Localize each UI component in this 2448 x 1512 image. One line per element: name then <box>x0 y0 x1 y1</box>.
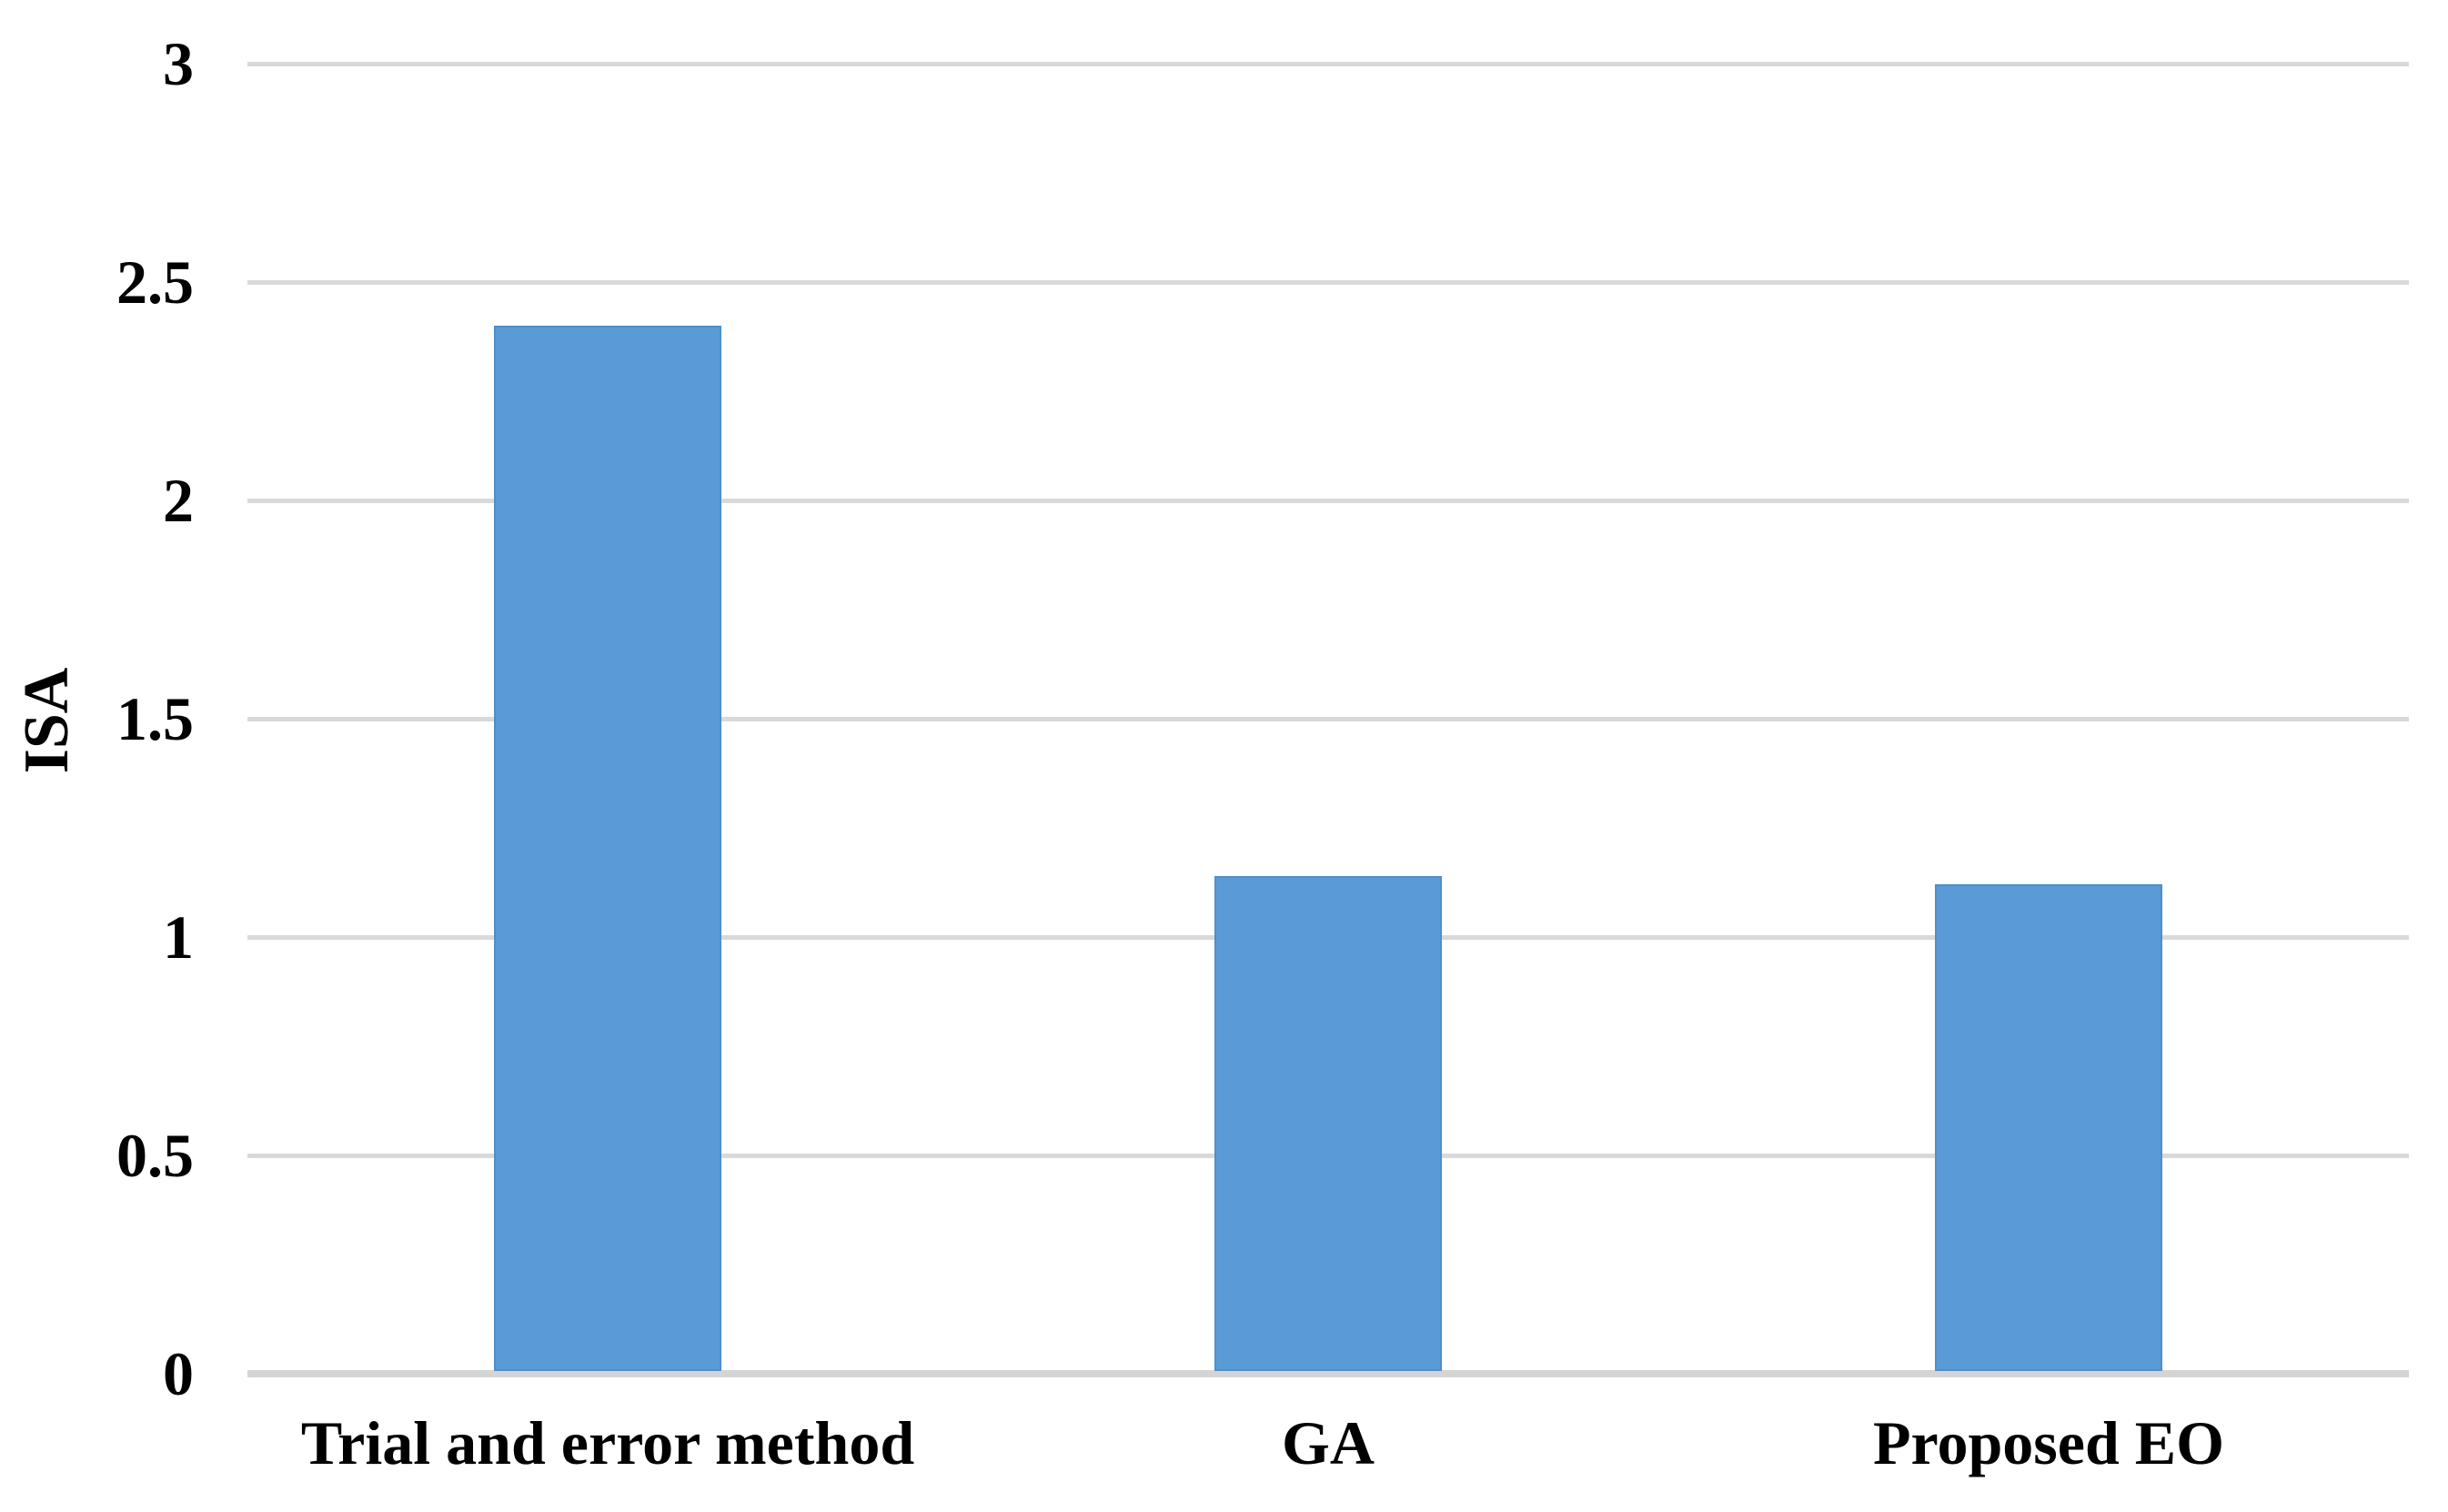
x-category-label-ga: GA <box>1282 1408 1375 1477</box>
x-category-label-proposed-eo: Proposed EO <box>1872 1408 2225 1477</box>
y-tick-label-0.5: 0.5 <box>116 1121 194 1190</box>
gridline-2.5 <box>247 280 2409 285</box>
y-tick-label-3: 3 <box>163 29 194 98</box>
y-tick-label-2.5: 2.5 <box>116 247 194 317</box>
x-category-label-trial-and-error-method: Trial and error method <box>300 1408 915 1477</box>
bar-proposed-eo <box>1935 884 2162 1371</box>
y-tick-label-2: 2 <box>163 466 194 535</box>
gridline-3 <box>247 62 2409 66</box>
x-axis-line <box>247 1370 2409 1377</box>
bar-trial-and-error-method <box>494 326 721 1371</box>
bar-ga <box>1214 875 1442 1371</box>
y-tick-label-0: 0 <box>163 1339 194 1408</box>
gridline-1.5 <box>247 717 2409 721</box>
gridline-2 <box>247 499 2409 503</box>
y-tick-label-1: 1 <box>163 902 194 972</box>
y-tick-label-1.5: 1.5 <box>116 684 194 753</box>
